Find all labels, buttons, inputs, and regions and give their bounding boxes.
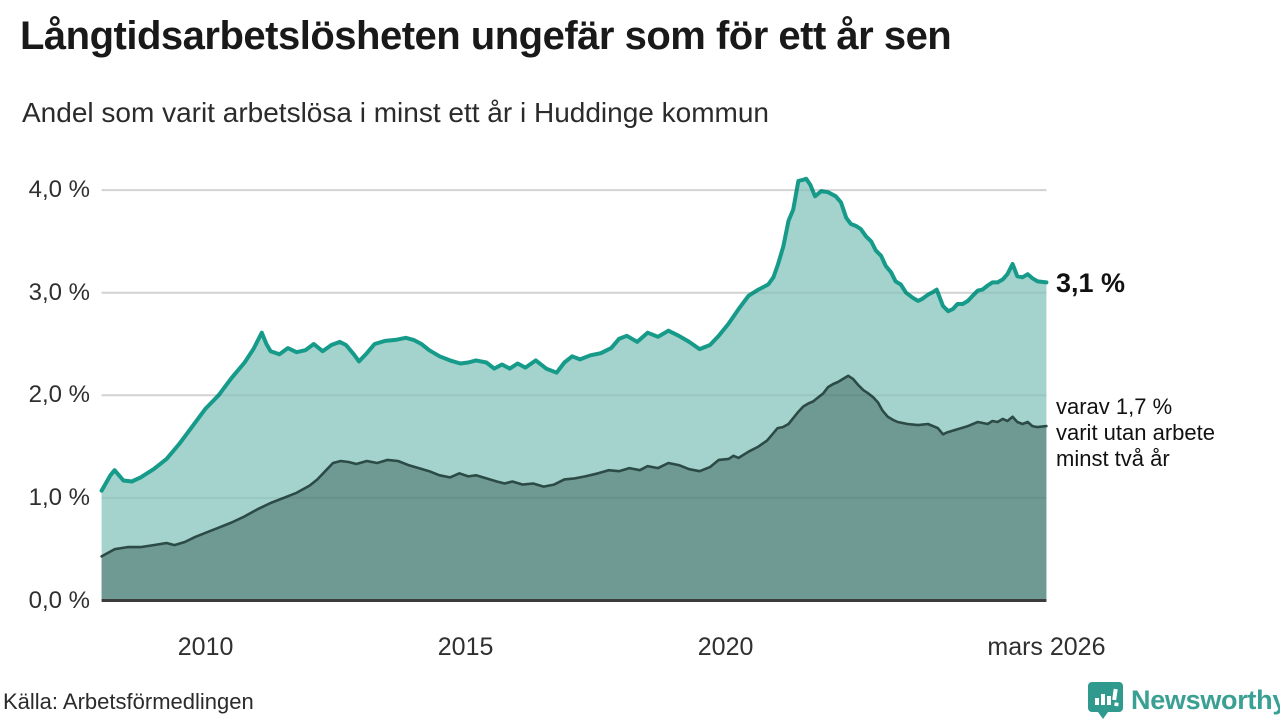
x-tick-label: 2015 (437, 633, 494, 661)
x-tick-label: mars 2026 (987, 633, 1106, 661)
annotation-line: minst två år (1056, 446, 1170, 471)
newsworthy-pin-icon (1088, 682, 1123, 719)
source-credit: Källa: Arbetsförmedlingen (3, 689, 254, 714)
annotation-line: varit utan arbete (1056, 420, 1215, 445)
y-tick-label: 3,0 % (28, 278, 90, 306)
end-value-label: 3,1 % (1056, 268, 1126, 298)
chart-subtitle: Andel som varit arbetslösa i minst ett å… (22, 97, 769, 128)
x-tick-label: 2020 (697, 633, 754, 661)
page-title: Långtidsarbetslösheten ungefär som för e… (20, 14, 952, 58)
series2-annotation: varav 1,7 % varit utan arbete minst två … (1056, 394, 1215, 472)
series-area-2 (101, 375, 1047, 601)
series-line-1 (99, 176, 1049, 493)
y-tick-label: 1,0 % (28, 483, 90, 511)
series-line-2 (100, 374, 1048, 558)
y-tick-label: 4,0 % (28, 176, 90, 204)
x-tick-label: 2010 (177, 633, 234, 661)
newsworthy-logo: Newsworthy (1087, 681, 1280, 719)
y-tick-label: 2,0 % (28, 381, 90, 409)
y-tick-label: 0,0 % (28, 586, 90, 614)
newsworthy-wordmark: Newsworthy (1131, 684, 1280, 715)
annotation-line: varav 1,7 % (1056, 394, 1173, 419)
